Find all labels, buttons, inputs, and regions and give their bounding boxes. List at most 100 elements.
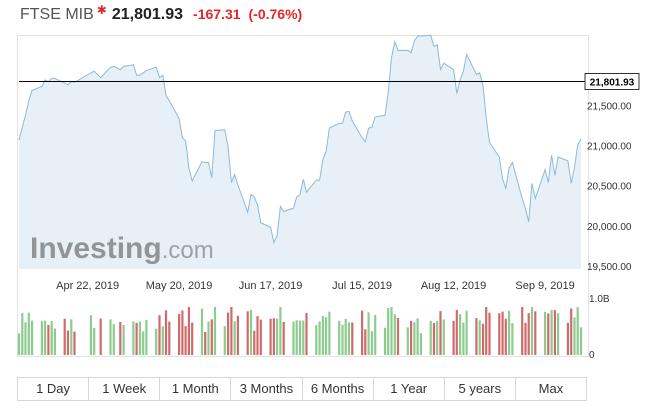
volume-bar (341, 324, 344, 355)
volume-bar (200, 308, 204, 355)
x-tick-label: Aug 12, 2019 (421, 280, 486, 292)
volume-bar (576, 307, 579, 355)
volume-bar (191, 322, 194, 355)
volume-bar (481, 323, 485, 355)
current-price-label: 21,801.93 (590, 77, 635, 88)
volume-bar (432, 323, 436, 355)
volume-bar (315, 325, 318, 355)
last-price: 21,801.93 (111, 6, 184, 23)
price-change: -167.31 (193, 6, 241, 22)
volume-bar (570, 308, 573, 355)
range-tab-3-months[interactable]: 3 Months (231, 378, 303, 400)
volume-bar (112, 324, 115, 355)
volume-bar (122, 324, 125, 355)
volume-bar (44, 320, 47, 355)
volume-bar (416, 318, 419, 355)
volume-bar (504, 318, 507, 355)
volume-bar (579, 327, 583, 355)
price-change-percent: (-0.76%) (248, 6, 303, 22)
volume-bar (459, 314, 462, 355)
range-tab-1-year[interactable]: 1 Year (374, 378, 445, 400)
volume-bar (99, 318, 102, 355)
y-tick-label: 21,000.00 (587, 142, 632, 153)
volume-bar (145, 319, 148, 355)
volume-bar (302, 320, 305, 355)
volume-bar (396, 318, 400, 355)
range-tab-max[interactable]: Max (538, 381, 564, 396)
volume-bar (184, 326, 187, 355)
volume-bar (325, 317, 328, 355)
volume-bar (573, 317, 576, 355)
volume-bar (298, 320, 302, 355)
volume-bar (547, 313, 550, 355)
volume-axis-zero-label: 0 (589, 350, 595, 361)
volume-bar (462, 322, 465, 355)
volume-bar (475, 318, 478, 355)
volume-bar (24, 322, 27, 355)
volume-bar (63, 318, 66, 355)
current-price-tag (584, 73, 640, 90)
volume-bar (550, 309, 553, 355)
volume-bar (318, 321, 321, 355)
volume-axis-max-label: 1.0B (589, 294, 610, 305)
volume-bar (256, 316, 259, 355)
volume-bar (17, 333, 21, 355)
range-tab-5-years[interactable]: 5 years (445, 378, 516, 400)
price-line (18, 34, 582, 245)
y-tick-label: 20,000.00 (587, 222, 632, 233)
volume-bar (321, 316, 324, 355)
range-tab-6-months[interactable]: 6 Months (303, 378, 374, 400)
volume-bar (164, 310, 168, 355)
volume-bar (168, 321, 171, 355)
range-tab-1-day[interactable]: 1 Day (18, 378, 90, 400)
volume-bar (246, 311, 249, 355)
volume-bar (361, 310, 364, 355)
volume-bar (109, 319, 112, 355)
volume-bar (406, 327, 409, 355)
volume-bar (31, 320, 34, 355)
volume-bar (557, 313, 560, 355)
volume-bar (347, 322, 351, 355)
volume-bar (227, 312, 230, 355)
volume-bar (328, 311, 331, 355)
volume-bar (269, 318, 272, 355)
volume-bar (73, 331, 76, 355)
volume-bar (383, 327, 387, 355)
volume-bar (138, 321, 141, 355)
volume-bar (439, 311, 442, 355)
volume-bar (534, 311, 537, 355)
volume-bar (233, 321, 236, 355)
volume-bar (511, 323, 514, 355)
chart-frame (17, 35, 589, 357)
y-tick-label: 21,500.00 (587, 102, 632, 113)
volume-bar (367, 312, 370, 355)
instrument-name: FTSE MIB (20, 6, 94, 23)
volume-bar (393, 314, 396, 355)
red-star-icon: ✱ (96, 3, 107, 17)
volume-bar (305, 312, 308, 355)
volume-bar (553, 310, 556, 355)
volume-bar (452, 320, 455, 355)
volume-bar (158, 315, 161, 355)
volume-bar (236, 315, 239, 355)
volume-bar (436, 321, 439, 355)
volume-bar (485, 307, 488, 355)
volume-bar (21, 313, 24, 355)
price-area (19, 35, 581, 270)
volume-bar (351, 322, 354, 355)
volume-bar (161, 326, 164, 355)
volume-bar (259, 319, 262, 355)
price-chart[interactable]: 21,801.93 21,500.00 21,000.00 20,500.00 20,0… (0, 0, 658, 370)
volume-bar (66, 330, 70, 355)
volume-bar (187, 307, 190, 355)
volume-bar (488, 312, 491, 355)
y-tick-label: 19,500.00 (587, 262, 632, 273)
volume-bar (279, 307, 282, 355)
investing-watermark: Investing.com (30, 232, 214, 265)
range-tab-1-month[interactable]: 1 Month (160, 378, 232, 400)
volume-bar (178, 313, 181, 355)
volume-bar (455, 309, 458, 355)
range-tab-1-week[interactable]: 1 Week (89, 378, 161, 400)
volume-bar (249, 309, 253, 355)
volume-bar (419, 333, 422, 355)
